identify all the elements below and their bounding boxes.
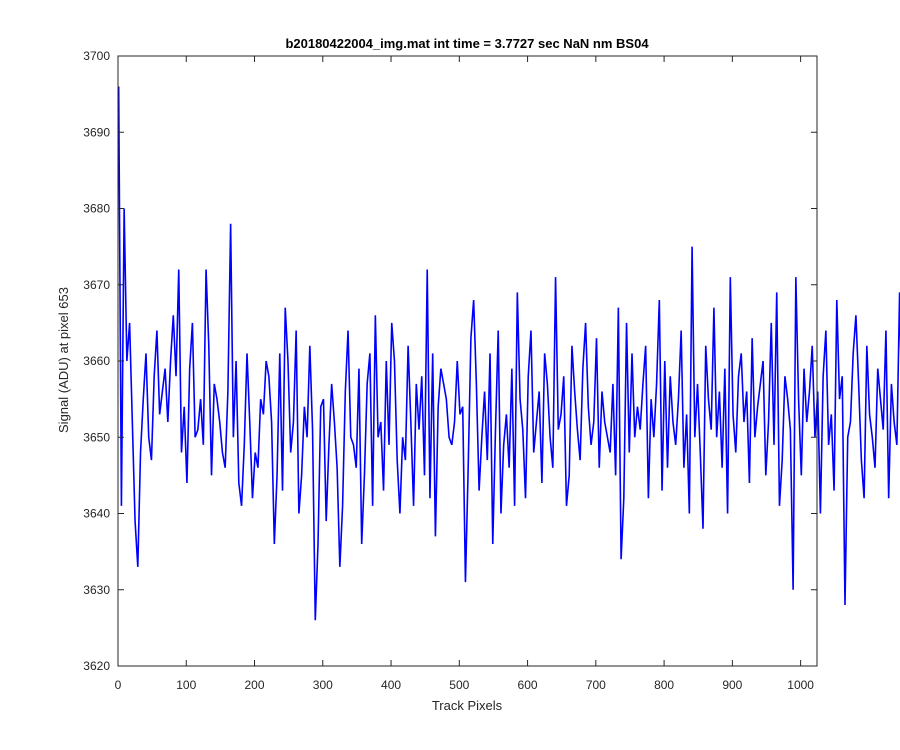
x-tick-label: 900: [722, 678, 742, 692]
y-tick-label: 3700: [83, 49, 110, 63]
y-tick-label: 3650: [83, 430, 110, 444]
ticks-layer: 0 100 200 300 400 500 600 700 800 900 1000 3620 3630…: [83, 49, 817, 692]
plot-area: [118, 56, 817, 666]
y-tick-label: 3690: [83, 125, 110, 139]
y-tick-label: 3620: [83, 659, 110, 673]
x-tick-label: 1000: [787, 678, 814, 692]
x-tick-label: 800: [654, 678, 674, 692]
x-tick-label: 500: [449, 678, 469, 692]
x-tick-label: 700: [586, 678, 606, 692]
y-tick-label: 3640: [83, 507, 110, 521]
series-line-0: [117, 86, 900, 621]
x-tick-label: 400: [381, 678, 401, 692]
x-tick-label: 600: [518, 678, 538, 692]
y-tick-label: 3630: [83, 583, 110, 597]
x-tick-label: 0: [115, 678, 122, 692]
y-tick-label: 3670: [83, 278, 110, 292]
x-tick-label: 300: [313, 678, 333, 692]
axes-box: [117, 55, 818, 667]
x-axis-label: Track Pixels: [432, 698, 503, 713]
x-tick-label: 100: [176, 678, 196, 692]
x-tick-label: 200: [245, 678, 265, 692]
series-layer: [117, 86, 900, 621]
y-tick-label: 3680: [83, 202, 110, 216]
y-tick-label: 3660: [83, 354, 110, 368]
y-axis-label: Signal (ADU) at pixel 653: [56, 287, 71, 433]
chart-title: b20180422004_img.mat int time = 3.7727 s…: [285, 36, 649, 51]
